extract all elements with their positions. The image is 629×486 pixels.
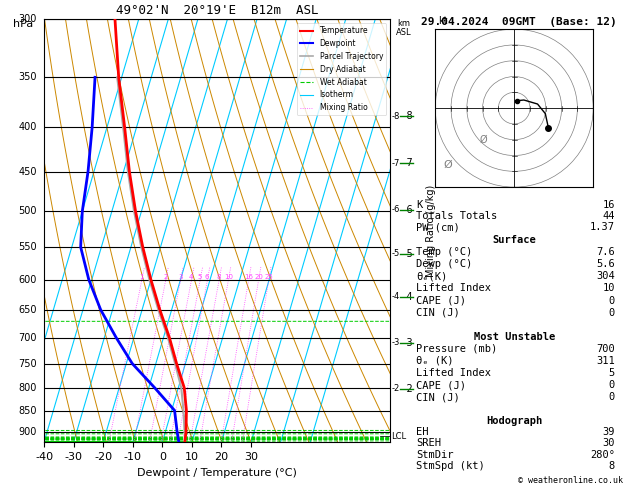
Text: km
ASL: km ASL — [396, 19, 411, 37]
Text: -3: -3 — [391, 338, 399, 347]
Title: 49°02'N  20°19'E  B12m  ASL: 49°02'N 20°19'E B12m ASL — [116, 4, 318, 17]
Text: 5: 5 — [198, 274, 202, 280]
Text: CAPE (J): CAPE (J) — [416, 380, 466, 390]
Text: Ø: Ø — [479, 135, 487, 145]
Text: θₑ(K): θₑ(K) — [416, 272, 447, 281]
Text: LCL: LCL — [391, 432, 406, 441]
Text: -8: -8 — [391, 111, 399, 121]
Text: 7.6: 7.6 — [596, 247, 615, 258]
Text: 5.6: 5.6 — [596, 260, 615, 269]
Text: 1.37: 1.37 — [590, 223, 615, 232]
Text: -5: -5 — [391, 249, 399, 259]
Text: 900: 900 — [19, 427, 37, 437]
Text: -2: -2 — [391, 384, 399, 393]
Text: Most Unstable: Most Unstable — [474, 331, 555, 342]
Text: PW (cm): PW (cm) — [416, 223, 460, 232]
Text: Surface: Surface — [493, 235, 537, 245]
Text: © weatheronline.co.uk: © weatheronline.co.uk — [518, 476, 623, 485]
Text: 8: 8 — [216, 274, 221, 280]
Text: 350: 350 — [19, 72, 37, 82]
X-axis label: Dewpoint / Temperature (°C): Dewpoint / Temperature (°C) — [137, 468, 297, 478]
Text: 0: 0 — [609, 308, 615, 317]
Text: SREH: SREH — [416, 438, 441, 449]
Text: Pressure (mb): Pressure (mb) — [416, 344, 498, 354]
Text: CAPE (J): CAPE (J) — [416, 295, 466, 306]
Text: kt: kt — [438, 16, 448, 26]
Text: -4: -4 — [404, 292, 413, 302]
Text: 3: 3 — [178, 274, 182, 280]
Text: -6: -6 — [404, 205, 413, 215]
Text: 400: 400 — [19, 122, 37, 133]
Text: -5: -5 — [404, 249, 414, 259]
Text: Dewp (°C): Dewp (°C) — [416, 260, 472, 269]
Text: -8: -8 — [404, 111, 413, 121]
Text: 44: 44 — [603, 211, 615, 221]
Text: 8: 8 — [609, 461, 615, 471]
Text: 4: 4 — [189, 274, 194, 280]
Text: -6: -6 — [391, 205, 399, 214]
Text: 16: 16 — [603, 200, 615, 210]
Text: 304: 304 — [596, 272, 615, 281]
Text: 700: 700 — [596, 344, 615, 354]
Text: 850: 850 — [19, 405, 37, 416]
Text: -4: -4 — [391, 293, 399, 301]
Text: 16: 16 — [244, 274, 253, 280]
Text: 550: 550 — [18, 242, 37, 252]
Text: 20: 20 — [254, 274, 263, 280]
Text: Totals Totals: Totals Totals — [416, 211, 498, 221]
Text: Lifted Index: Lifted Index — [416, 283, 491, 294]
Text: Mixing Ratio (g/kg): Mixing Ratio (g/kg) — [426, 185, 437, 277]
Text: 30: 30 — [603, 438, 615, 449]
Text: 6: 6 — [205, 274, 209, 280]
Text: 10: 10 — [224, 274, 233, 280]
Text: 0: 0 — [609, 380, 615, 390]
Text: 311: 311 — [596, 356, 615, 366]
Text: 750: 750 — [18, 359, 37, 368]
Text: -7: -7 — [391, 159, 399, 168]
Text: Hodograph: Hodograph — [486, 416, 543, 426]
Legend: Temperature, Dewpoint, Parcel Trajectory, Dry Adiabat, Wet Adiabat, Isotherm, Mi: Temperature, Dewpoint, Parcel Trajectory… — [297, 23, 386, 115]
Text: 25: 25 — [264, 274, 273, 280]
Text: 700: 700 — [19, 332, 37, 343]
Text: Lifted Index: Lifted Index — [416, 368, 491, 378]
Text: 5: 5 — [609, 368, 615, 378]
Text: -7: -7 — [404, 158, 414, 168]
Text: 2: 2 — [164, 274, 168, 280]
Text: 10: 10 — [603, 283, 615, 294]
Text: CIN (J): CIN (J) — [416, 392, 460, 402]
Text: 280°: 280° — [590, 450, 615, 460]
Text: θₑ (K): θₑ (K) — [416, 356, 454, 366]
Text: CIN (J): CIN (J) — [416, 308, 460, 317]
Text: 300: 300 — [19, 15, 37, 24]
Text: EH: EH — [416, 427, 428, 437]
Text: Temp (°C): Temp (°C) — [416, 247, 472, 258]
Text: StmDir: StmDir — [416, 450, 454, 460]
Text: StmSpd (kt): StmSpd (kt) — [416, 461, 485, 471]
Text: 650: 650 — [19, 305, 37, 315]
Text: K: K — [416, 200, 423, 210]
Text: -3: -3 — [404, 338, 413, 348]
Text: hPa: hPa — [13, 19, 33, 30]
Text: 1: 1 — [140, 274, 144, 280]
Text: -2: -2 — [404, 383, 414, 394]
Text: 29.04.2024  09GMT  (Base: 12): 29.04.2024 09GMT (Base: 12) — [421, 17, 617, 27]
Text: 39: 39 — [603, 427, 615, 437]
Text: 0: 0 — [609, 295, 615, 306]
Text: 450: 450 — [19, 167, 37, 177]
Text: 600: 600 — [19, 275, 37, 285]
Text: 0: 0 — [609, 392, 615, 402]
Text: 800: 800 — [19, 383, 37, 393]
Text: 500: 500 — [19, 206, 37, 216]
Text: Ø: Ø — [443, 160, 452, 170]
